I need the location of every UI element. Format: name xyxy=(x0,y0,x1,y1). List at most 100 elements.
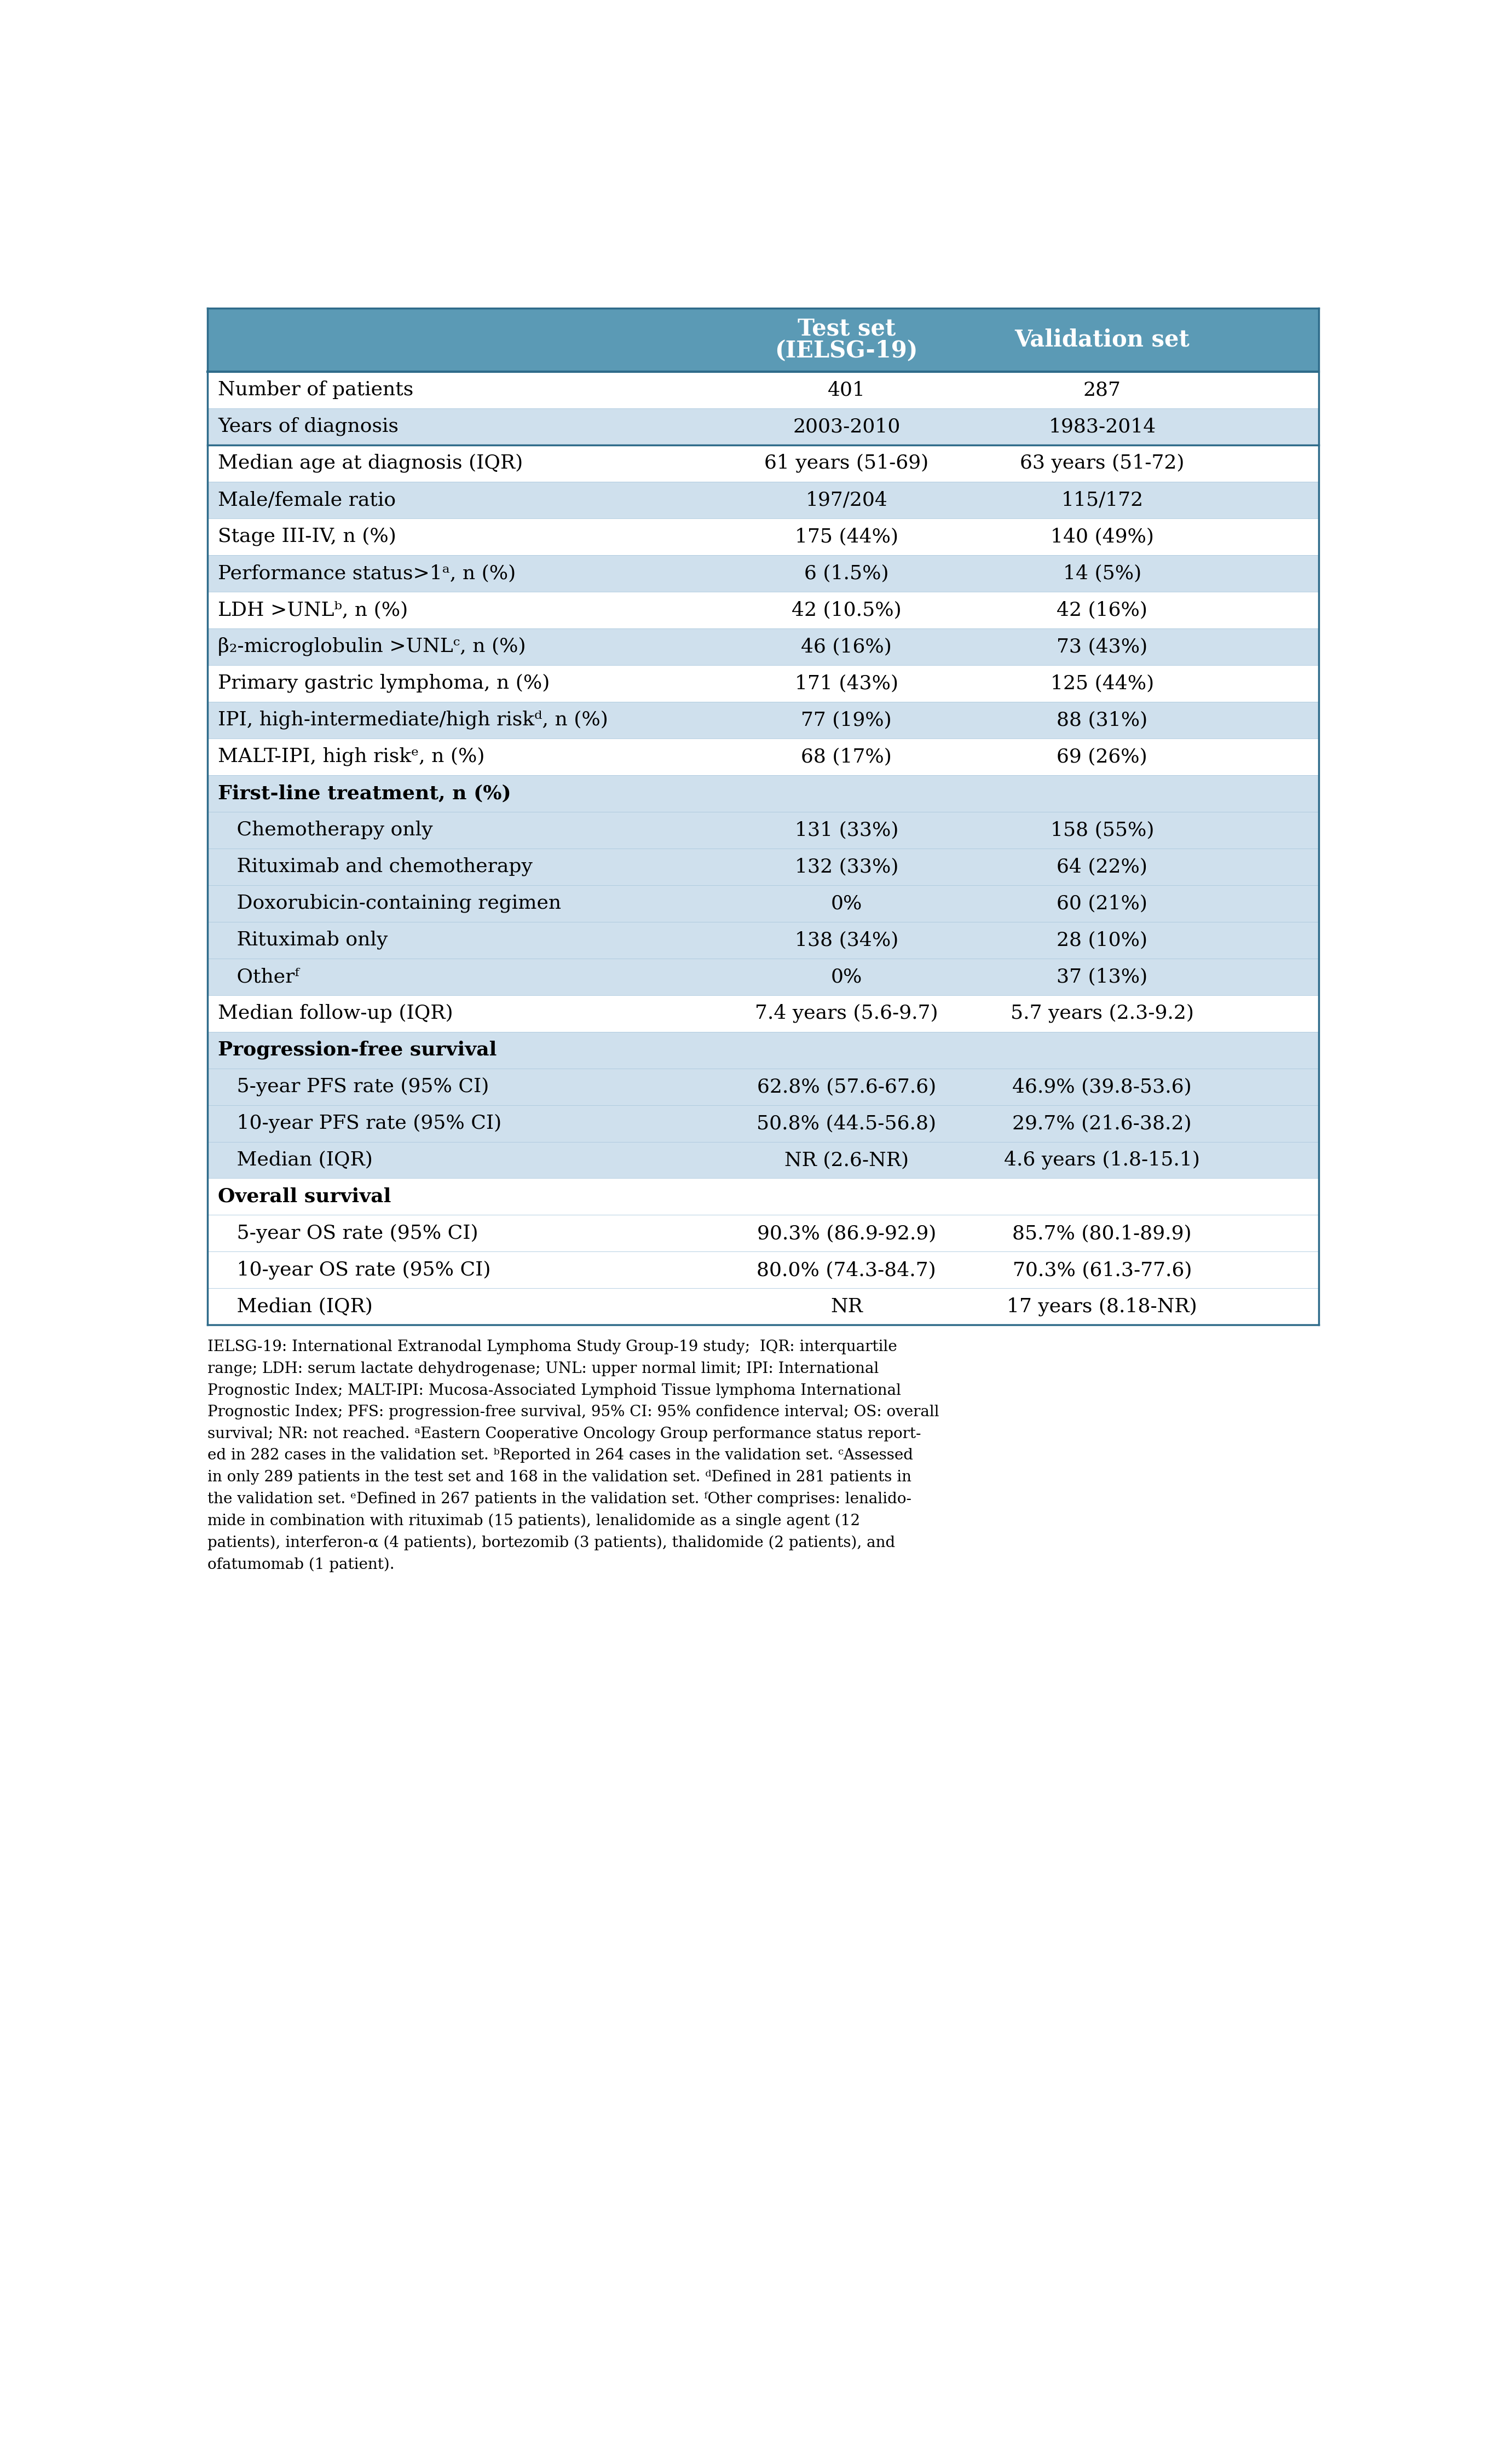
Text: 73 (43%): 73 (43%) xyxy=(1057,638,1148,655)
Text: LDH >UNLᵇ, n (%): LDH >UNLᵇ, n (%) xyxy=(217,601,408,618)
Text: 5.7 years (2.3-9.2): 5.7 years (2.3-9.2) xyxy=(1011,1003,1194,1023)
Text: 46 (16%): 46 (16%) xyxy=(801,638,892,655)
Text: 115/172: 115/172 xyxy=(1062,490,1144,510)
Text: 77 (19%): 77 (19%) xyxy=(801,710,892,729)
Bar xyxy=(207,702,1319,739)
Bar xyxy=(207,776,1319,811)
Text: Rituximab and chemotherapy: Rituximab and chemotherapy xyxy=(217,857,533,877)
Text: 80.0% (74.3-84.7): 80.0% (74.3-84.7) xyxy=(756,1262,937,1279)
Bar xyxy=(207,446,1319,480)
Text: 28 (10%): 28 (10%) xyxy=(1057,931,1148,949)
Text: Performance status>1ᵃ, n (%): Performance status>1ᵃ, n (%) xyxy=(217,564,515,582)
Text: 85.7% (80.1-89.9): 85.7% (80.1-89.9) xyxy=(1013,1225,1191,1242)
Text: 131 (33%): 131 (33%) xyxy=(795,821,898,840)
Text: Median (IQR): Median (IQR) xyxy=(217,1151,372,1170)
Text: 125 (44%): 125 (44%) xyxy=(1050,675,1154,692)
Bar xyxy=(207,1289,1319,1326)
Bar xyxy=(207,409,1319,446)
Text: 171 (43%): 171 (43%) xyxy=(795,675,898,692)
Text: 88 (31%): 88 (31%) xyxy=(1057,710,1148,729)
Text: Male/female ratio: Male/female ratio xyxy=(217,490,396,510)
Text: Test set: Test set xyxy=(798,318,895,340)
Text: 42 (10.5%): 42 (10.5%) xyxy=(792,601,901,618)
Bar xyxy=(207,308,1319,372)
Text: Median (IQR): Median (IQR) xyxy=(217,1299,372,1316)
Text: Overall survival: Overall survival xyxy=(217,1188,392,1205)
Text: 10-year OS rate (95% CI): 10-year OS rate (95% CI) xyxy=(217,1262,491,1279)
Text: Otherᶠ: Otherᶠ xyxy=(217,968,299,986)
Bar xyxy=(207,372,1319,409)
Text: 140 (49%): 140 (49%) xyxy=(1050,527,1154,547)
Bar xyxy=(207,995,1319,1032)
Text: 7.4 years (5.6-9.7): 7.4 years (5.6-9.7) xyxy=(755,1003,938,1023)
Text: (IELSG-19): (IELSG-19) xyxy=(774,340,919,362)
Text: 132 (33%): 132 (33%) xyxy=(795,857,898,875)
Text: 46.9% (39.8-53.6): 46.9% (39.8-53.6) xyxy=(1013,1077,1191,1096)
Text: NR: NR xyxy=(831,1299,862,1316)
Text: 175 (44%): 175 (44%) xyxy=(795,527,898,547)
Text: 17 years (8.18-NR): 17 years (8.18-NR) xyxy=(1007,1296,1197,1316)
Text: 69 (26%): 69 (26%) xyxy=(1057,747,1148,766)
Text: First-line treatment, n (%): First-line treatment, n (%) xyxy=(217,784,511,803)
Text: 5-year PFS rate (95% CI): 5-year PFS rate (95% CI) xyxy=(217,1077,488,1096)
Bar xyxy=(207,480,1319,517)
Bar xyxy=(207,517,1319,554)
Text: MALT-IPI, high riskᵉ, n (%): MALT-IPI, high riskᵉ, n (%) xyxy=(217,747,485,766)
Text: IELSG-19: International Extranodal Lymphoma Study Group-19 study;  IQR: interqua: IELSG-19: International Extranodal Lymph… xyxy=(207,1340,940,1572)
Bar xyxy=(207,811,1319,848)
Text: 63 years (51-72): 63 years (51-72) xyxy=(1020,453,1184,473)
Text: β₂-microglobulin >UNLᶜ, n (%): β₂-microglobulin >UNLᶜ, n (%) xyxy=(217,638,526,655)
Text: Chemotherapy only: Chemotherapy only xyxy=(217,821,433,840)
Text: 14 (5%): 14 (5%) xyxy=(1063,564,1142,582)
Text: 6 (1.5%): 6 (1.5%) xyxy=(804,564,889,582)
Text: 37 (13%): 37 (13%) xyxy=(1057,968,1148,986)
Text: NR (2.6-NR): NR (2.6-NR) xyxy=(785,1151,908,1170)
Bar xyxy=(207,1104,1319,1141)
Text: 50.8% (44.5-56.8): 50.8% (44.5-56.8) xyxy=(756,1114,937,1133)
Bar xyxy=(207,665,1319,702)
Text: 61 years (51-69): 61 years (51-69) xyxy=(764,453,929,473)
Text: 4.6 years (1.8-15.1): 4.6 years (1.8-15.1) xyxy=(1004,1151,1200,1170)
Text: 10-year PFS rate (95% CI): 10-year PFS rate (95% CI) xyxy=(217,1114,502,1133)
Text: 68 (17%): 68 (17%) xyxy=(801,747,892,766)
Text: 29.7% (21.6-38.2): 29.7% (21.6-38.2) xyxy=(1013,1114,1191,1133)
Text: 5-year OS rate (95% CI): 5-year OS rate (95% CI) xyxy=(217,1225,478,1242)
Bar xyxy=(207,554,1319,591)
Text: 158 (55%): 158 (55%) xyxy=(1050,821,1154,840)
Bar xyxy=(207,958,1319,995)
Text: 64 (22%): 64 (22%) xyxy=(1057,857,1148,875)
Text: Number of patients: Number of patients xyxy=(217,379,414,399)
Bar xyxy=(207,1032,1319,1069)
Text: 2003-2010: 2003-2010 xyxy=(792,416,901,436)
Text: 1983-2014: 1983-2014 xyxy=(1048,416,1155,436)
Text: 0%: 0% xyxy=(831,968,862,986)
Text: 60 (21%): 60 (21%) xyxy=(1057,894,1148,912)
Text: 138 (34%): 138 (34%) xyxy=(795,931,898,949)
Text: Rituximab only: Rituximab only xyxy=(217,931,387,949)
Text: IPI, high-intermediate/high riskᵈ, n (%): IPI, high-intermediate/high riskᵈ, n (%) xyxy=(217,710,608,729)
Text: Years of diagnosis: Years of diagnosis xyxy=(217,416,399,436)
Bar xyxy=(207,885,1319,922)
Text: 287: 287 xyxy=(1084,379,1121,399)
Bar xyxy=(207,739,1319,776)
Text: 0%: 0% xyxy=(831,894,862,912)
Text: Primary gastric lymphoma, n (%): Primary gastric lymphoma, n (%) xyxy=(217,673,549,692)
Text: Progression-free survival: Progression-free survival xyxy=(217,1040,497,1060)
Text: Doxorubicin-containing regimen: Doxorubicin-containing regimen xyxy=(217,894,561,912)
Text: 401: 401 xyxy=(828,379,865,399)
Text: 197/204: 197/204 xyxy=(806,490,887,510)
Bar xyxy=(207,1141,1319,1178)
Text: 70.3% (61.3-77.6): 70.3% (61.3-77.6) xyxy=(1013,1262,1191,1279)
Bar xyxy=(207,628,1319,665)
Bar xyxy=(207,922,1319,958)
Text: Median follow-up (IQR): Median follow-up (IQR) xyxy=(217,1003,453,1023)
Bar xyxy=(207,1069,1319,1104)
Text: Median age at diagnosis (IQR): Median age at diagnosis (IQR) xyxy=(217,453,523,473)
Bar xyxy=(207,1178,1319,1215)
Bar xyxy=(207,848,1319,885)
Text: Stage III-IV, n (%): Stage III-IV, n (%) xyxy=(217,527,396,547)
Text: Validation set: Validation set xyxy=(1014,328,1190,352)
Text: 42 (16%): 42 (16%) xyxy=(1057,601,1148,618)
Bar xyxy=(207,1252,1319,1289)
Text: 62.8% (57.6-67.6): 62.8% (57.6-67.6) xyxy=(756,1077,937,1096)
